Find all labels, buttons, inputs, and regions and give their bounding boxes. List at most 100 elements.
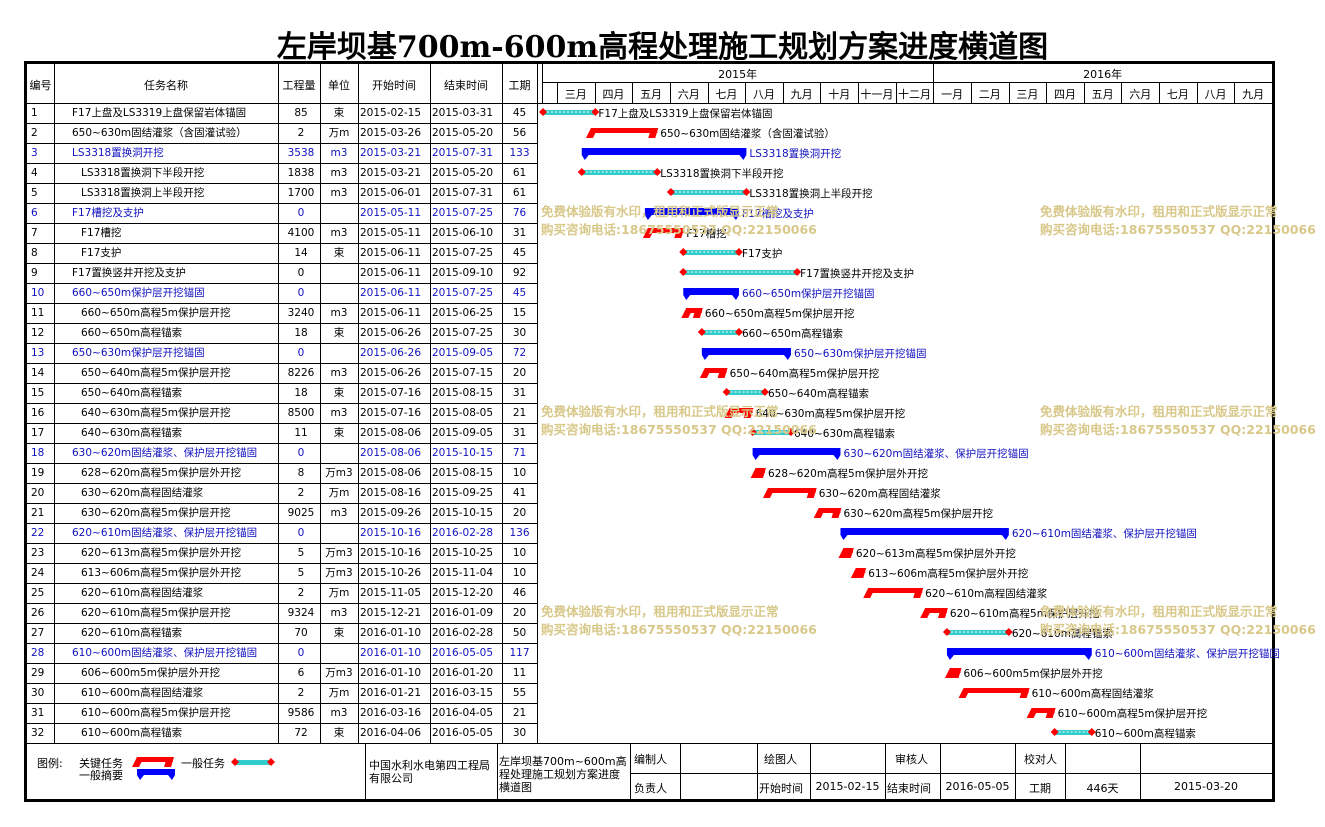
summary-bar-end [1084, 655, 1092, 660]
task-unit-cell: 束 [333, 427, 345, 439]
critical-bar-end [856, 568, 867, 578]
task-name-cell: 610~600m高程固结灌浆 [81, 687, 204, 699]
month-divider [1234, 82, 1236, 103]
watermark-line: 免费体验版有水印，租用和正式版显示正常 [1040, 204, 1278, 219]
month-divider [745, 82, 747, 103]
task-end-cell: 2015-09-25 [432, 487, 494, 499]
task-no-cell: 17 [31, 427, 45, 439]
task-unit-cell: 束 [333, 727, 345, 739]
task-start-cell: 2015-08-16 [360, 487, 422, 499]
month-divider [1159, 82, 1161, 103]
task-end-cell: 2016-03-15 [432, 687, 494, 699]
bar-label: F17支护 [742, 247, 782, 260]
year-divider [542, 82, 1272, 83]
task-unit-cell: m3 [330, 367, 348, 379]
summary-bar [581, 148, 747, 155]
task-no-cell: 4 [31, 167, 38, 179]
task-start-cell: 2015-07-16 [360, 387, 422, 399]
task-dur-cell: 41 [512, 487, 527, 499]
critical-bar-end [699, 368, 712, 378]
task-dur-cell: 11 [512, 667, 527, 679]
month-divider [858, 82, 860, 103]
task-no-cell: 32 [31, 727, 45, 739]
month-label: 四月 [1054, 88, 1077, 101]
task-qty-cell: 2 [297, 687, 305, 699]
task-name-cell: 660~650m保护层开挖锚固 [72, 287, 205, 299]
task-end-cell: 2015-07-25 [432, 327, 494, 339]
legend-critical-swatch-end [132, 757, 144, 767]
task-qty-cell: 2 [297, 487, 305, 499]
task-unit-cell: m3 [330, 707, 348, 719]
task-start-cell: 2016-01-10 [360, 647, 422, 659]
chart-title: 左岸坝基700m-600m高程处理施工规划方案进度横道图 [276, 30, 1049, 65]
normal-bar-end [786, 428, 795, 436]
critical-bar-end [813, 508, 826, 518]
task-dur-cell: 117 [509, 647, 530, 659]
task-qty-cell: 9025 [287, 507, 315, 519]
task-end-cell: 2016-01-20 [432, 667, 494, 679]
month-label: 三月 [1016, 88, 1039, 101]
row-divider [27, 603, 537, 604]
critical-bar-end [913, 588, 924, 598]
task-dur-cell: 30 [512, 327, 527, 339]
task-name-cell: 610~600m高程锚索 [81, 727, 183, 739]
task-end-cell: 2016-05-05 [432, 727, 494, 739]
task-no-cell: 2 [31, 127, 38, 139]
task-qty-cell: 8226 [287, 367, 315, 379]
task-name-cell: 640~630m高程锚索 [81, 427, 183, 439]
task-end-cell: 2015-05-20 [432, 167, 494, 179]
task-qty-cell: 9586 [287, 707, 315, 719]
checker-label: 校对人 [1024, 753, 1057, 766]
critical-bar-end [585, 128, 598, 138]
task-name-cell: 640~630m高程5m保护层开挖 [81, 407, 231, 419]
task-start-cell: 2015-06-11 [360, 247, 422, 259]
critical-bar-end [1045, 708, 1056, 718]
task-end-cell: 2015-09-05 [432, 427, 494, 439]
month-divider [707, 82, 709, 103]
legend-normal-swatch-end [231, 758, 239, 766]
task-no-cell: 23 [31, 547, 45, 559]
reviewer-label: 审核人 [895, 753, 928, 766]
task-end-cell: 2015-07-31 [432, 147, 494, 159]
project-name: 左岸坝基700m~600m高程处理施工规划方案进度横道图 [499, 755, 627, 794]
task-end-cell: 2015-08-15 [432, 387, 494, 399]
task-start-cell: 2015-11-05 [360, 587, 422, 599]
task-qty-cell: 18 [294, 327, 308, 339]
task-end-cell: 2015-07-25 [432, 287, 494, 299]
critical-bar [818, 508, 841, 513]
task-start-cell: 2016-04-06 [360, 727, 422, 739]
task-unit-cell: 束 [333, 107, 345, 119]
end-time-value: 2016-05-05 [945, 780, 1010, 793]
row-divider [27, 123, 537, 124]
legend-label: 图例: [37, 757, 63, 770]
task-dur-cell: 45 [512, 107, 527, 119]
task-end-cell: 2016-02-28 [432, 627, 494, 639]
task-unit-cell: 万m [328, 127, 350, 139]
task-end-cell: 2015-06-25 [432, 307, 494, 319]
task-unit-cell: 万m3 [325, 547, 353, 559]
task-dur-cell: 55 [512, 687, 527, 699]
footer-divider [630, 743, 631, 799]
month-label: 六月 [1129, 88, 1152, 101]
normal-bar-start [539, 108, 547, 116]
critical-bar-end [762, 488, 775, 498]
task-no-cell: 13 [31, 347, 45, 359]
normal-bar-start [679, 248, 688, 256]
task-start-cell: 2015-09-26 [360, 507, 422, 519]
critical-bar-end [937, 608, 948, 618]
normal-bar-end [734, 248, 743, 256]
task-end-cell: 2015-07-15 [432, 367, 494, 379]
task-end-cell: 2015-12-20 [432, 587, 494, 599]
row-divider [27, 683, 537, 684]
normal-bar [683, 250, 739, 255]
row-divider [27, 283, 537, 284]
duration-label: 工期 [1029, 782, 1051, 795]
drawer-label: 绘图人 [764, 753, 797, 766]
task-no-cell: 12 [31, 327, 45, 339]
month-divider [1008, 82, 1010, 103]
footer-divider [630, 773, 1272, 774]
task-unit-cell: 束 [333, 327, 345, 339]
task-dur-cell: 92 [512, 267, 527, 279]
critical-bar-end [951, 668, 962, 678]
